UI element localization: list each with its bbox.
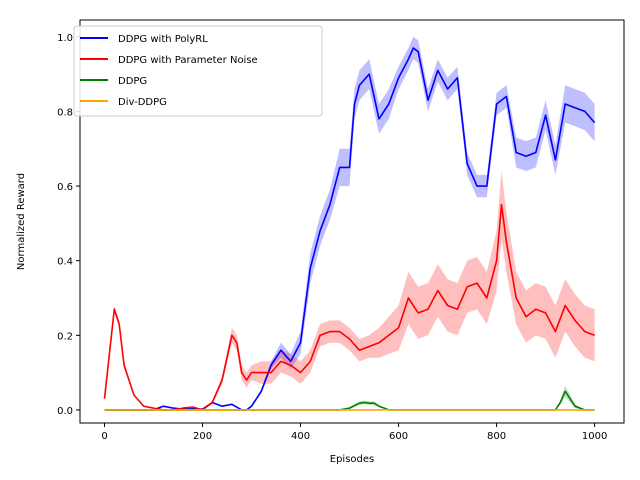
x-tick-label: 400	[291, 431, 310, 442]
legend-label: DDPG with Parameter Noise	[118, 55, 258, 66]
axes-frame	[79, 19, 625, 424]
x-axis-ticks: 0 200 400 600 800 1000	[101, 423, 607, 442]
y-axis-ticks: 0.0 0.2 0.4 0.6 0.8 1.0	[57, 33, 80, 417]
legend-label: Div-DDPG	[118, 97, 167, 108]
y-tick-label: 1.0	[57, 33, 73, 44]
x-tick-label: 1000	[582, 431, 607, 442]
y-tick-label: 0.6	[57, 182, 73, 193]
x-tick-label: 600	[389, 431, 408, 442]
y-tick-label: 0.0	[57, 406, 73, 417]
y-tick-label: 0.4	[57, 257, 73, 268]
x-tick-label: 200	[193, 431, 212, 442]
legend-box	[73, 25, 323, 117]
uncertainty-bands	[104, 36, 595, 410]
legend-label: DDPG	[118, 76, 147, 87]
series-line-ddpg-with-polyrl	[104, 47, 596, 411]
series-band-ddpg	[104, 385, 595, 410]
y-tick-label: 0.8	[57, 107, 73, 118]
series-line-ddpg-with-parameter-noise	[103, 203, 595, 411]
series-band-ddpg-with-parameter-noise	[104, 171, 595, 410]
series-lines	[103, 47, 596, 411]
y-tick-label: 0.2	[57, 331, 73, 342]
y-axis-label: Normalized Reward	[16, 173, 27, 270]
x-tick-label: 0	[101, 431, 107, 442]
x-tick-label: 800	[487, 431, 506, 442]
series-line-ddpg	[104, 390, 595, 411]
x-axis-label: Episodes	[330, 454, 374, 465]
legend: DDPG with PolyRL DDPG with Parameter Nois…	[73, 25, 323, 117]
legend-label: DDPG with PolyRL	[118, 34, 208, 45]
